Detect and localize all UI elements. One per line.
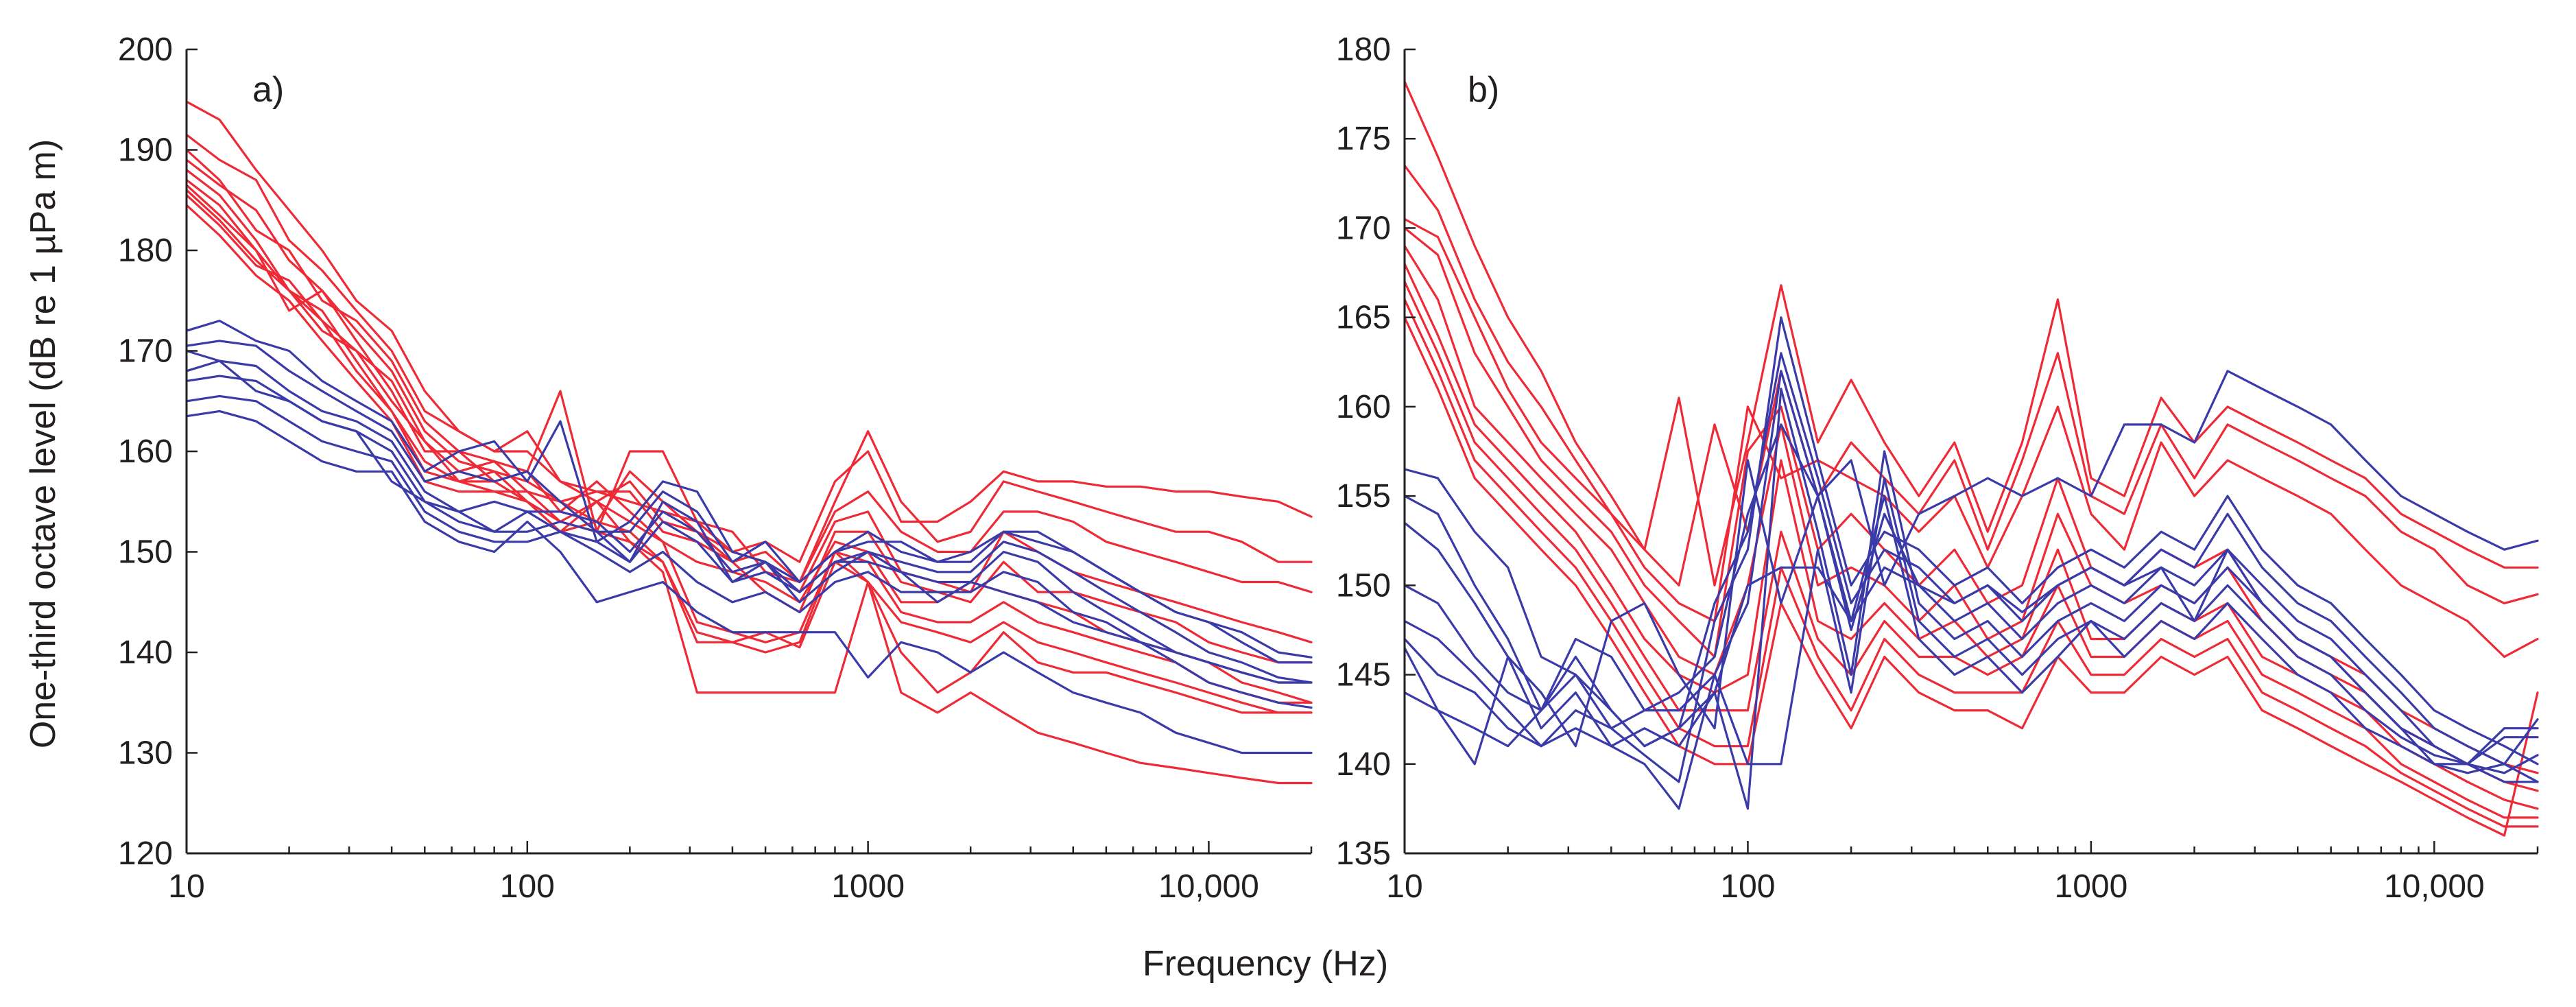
panel-a-y-tick-label: 200 (118, 32, 173, 68)
panel-a-series-red-9 (185, 193, 1313, 714)
panel-b: 135 140 145 150 155 160 165 170 175 180 10 100 1000 1… (1336, 32, 2539, 905)
panel-b-series-blue-8 (1403, 423, 2539, 774)
panel-a-series-red-10 (185, 204, 1313, 785)
panel-a-series-red-1 (185, 100, 1313, 563)
panel-a-y-tick-label: 170 (118, 333, 173, 370)
panel-b-series-red-2 (1403, 164, 2539, 605)
panel-a-y-tick-label: 190 (118, 132, 173, 169)
panel-a-y-tick-label: 150 (118, 534, 173, 571)
panel-a-series-blue-2 (185, 340, 1313, 664)
panel-b-series-red-9 (1403, 316, 2539, 837)
panel-b-y-tick-label: 165 (1336, 300, 1391, 336)
panel-a-y-tick-label: 160 (118, 434, 173, 470)
panel-b-y-tick-label: 140 (1336, 746, 1391, 783)
panel-b-y-tick-label: 170 (1336, 210, 1391, 246)
panel-a-y-tick-label: 140 (118, 635, 173, 671)
panel-b-series-blue-6 (1403, 495, 2539, 774)
panel-a-series-red-6 (185, 178, 1313, 704)
panel-b-x-tick-label: 10 (1386, 868, 1422, 905)
panel-b-series-blue-5 (1403, 477, 2539, 766)
panel-a-x-tick-label: 1000 (831, 868, 905, 905)
panel-b-series-red-5 (1403, 244, 2539, 792)
panel-a-x-tick-label: 100 (500, 868, 555, 905)
panel-a-y-tick-label: 120 (118, 836, 173, 872)
panel-b-series-blue-7 (1403, 370, 2539, 766)
panel-a-series-blue-4 (185, 375, 1313, 684)
panel-b-series-red-1 (1403, 80, 2539, 587)
panel-a-series-blue-7 (185, 349, 1313, 684)
panel-b-series-red-4 (1403, 226, 2539, 774)
panel-b-x-tick-label: 100 (1720, 868, 1775, 905)
panel-b-y-tick-label: 180 (1336, 32, 1391, 68)
panel-b-y-tick-label: 175 (1336, 121, 1391, 157)
y-axis-title: One-third octave level (dB re 1 µPa m) (23, 139, 63, 748)
x-axis-title: Frequency (Hz) (1143, 944, 1388, 984)
panel-a-series-red-7 (185, 184, 1313, 704)
panel-b-series-red-7 (1403, 281, 2539, 819)
panel-b-y-tick-label: 160 (1336, 389, 1391, 425)
panel-b-series-red-3 (1403, 217, 2539, 659)
panel-a-series-blue-6 (185, 410, 1313, 755)
panel-b-x-tick-label: 1000 (2055, 868, 2128, 905)
panel-a-y-tick-label: 130 (118, 735, 173, 772)
panel-b-y-tick-label: 150 (1336, 567, 1391, 604)
panel-b-label: b) (1468, 70, 1499, 110)
panel-a-x-tick-label: 10,000 (1158, 868, 1259, 905)
panel-a-x-tick-label: 10 (168, 868, 204, 905)
panel-a-series-blue-3 (185, 359, 1313, 684)
panel-b-y-tick-label: 155 (1336, 478, 1391, 514)
panel-a-series-red-5 (185, 169, 1313, 664)
panel-b-series-red-6 (1403, 262, 2539, 810)
panel-b-y-tick-label: 135 (1336, 836, 1391, 872)
panel-a-series-red-8 (185, 189, 1313, 714)
panel-a: 120 130 140 150 160 170 180 190 200 10 100 1000 10,0… (118, 32, 1313, 905)
panel-b-series-red-8 (1403, 298, 2539, 828)
panel-b-series-blue-1 (1403, 316, 2539, 783)
panel-a-y-tick-label: 180 (118, 233, 173, 269)
panel-b-y-tick-label: 145 (1336, 657, 1391, 694)
panel-b-x-tick-label: 10,000 (2384, 868, 2485, 905)
panel-a-label: a) (252, 70, 284, 110)
